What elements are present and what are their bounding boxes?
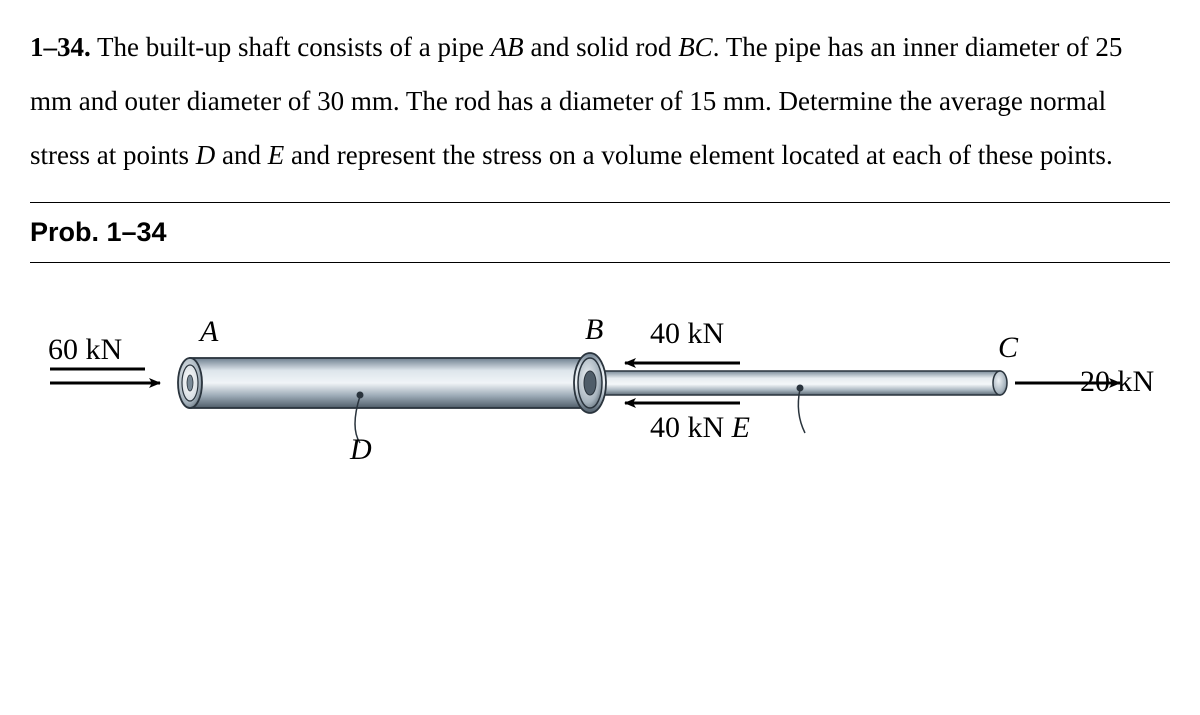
problem-label: Prob. 1–34 <box>30 203 1170 262</box>
point-c-label: C <box>998 331 1018 365</box>
shaft-figure: 60 kN A D B 40 kN 40 kN E C 20 kN <box>30 283 1170 503</box>
pt-d: D <box>196 140 216 170</box>
point-e-label: E <box>732 411 750 444</box>
seg-bc: BC <box>678 32 713 62</box>
force-b-top-label: 40 kN <box>650 317 724 351</box>
problem-text-1: The built-up shaft consists of a pipe <box>91 32 491 62</box>
divider-bottom <box>30 262 1170 263</box>
problem-statement: 1–34. The built-up shaft consists of a p… <box>30 20 1170 182</box>
pt-e: E <box>268 140 285 170</box>
force-b-bot-label: 40 kN E <box>650 411 750 445</box>
force-right-label: 20 kN <box>1080 365 1154 399</box>
seg-ab: AB <box>491 32 524 62</box>
point-b-label: B <box>585 313 603 347</box>
problem-text-5: and represent the stress on a volume ele… <box>284 140 1112 170</box>
problem-text-2: and solid rod <box>524 32 679 62</box>
point-a-label: A <box>200 315 218 349</box>
force-left-label: 60 kN <box>48 333 122 367</box>
problem-number: 1–34. <box>30 32 91 62</box>
point-d-label: D <box>350 433 372 467</box>
problem-text-4: and <box>215 140 267 170</box>
